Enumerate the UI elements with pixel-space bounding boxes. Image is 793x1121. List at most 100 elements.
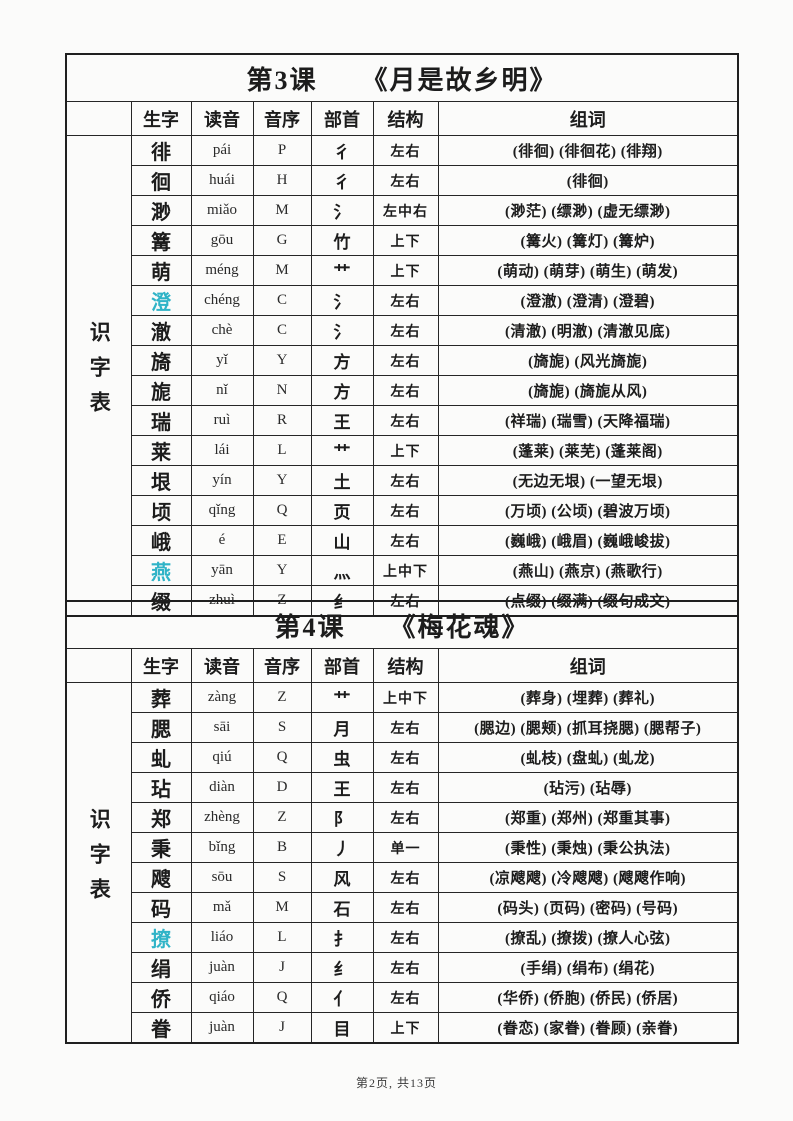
table-row: 峨 é E 山 左右 (巍峨) (峨眉) (巍峨峻拔) <box>66 525 739 556</box>
lesson-number: 第4课 <box>274 612 346 642</box>
structure-cell: 左右 <box>372 285 439 316</box>
initial-cell: Q <box>252 982 312 1013</box>
character-cell: 澈 <box>130 315 192 346</box>
table-row: 侨 qiáo Q 亻 左右 (华侨) (侨胞) (侨民) (侨居) <box>66 982 739 1013</box>
header-initial: 音序 <box>252 648 312 683</box>
words-cell: (郑重) (郑州) (郑重其事) <box>437 802 739 833</box>
header-character: 生字 <box>130 648 192 683</box>
header-initial: 音序 <box>252 101 312 136</box>
pinyin-cell: pái <box>190 135 254 166</box>
radical-cell: 氵 <box>310 315 374 346</box>
initial-cell: N <box>252 375 312 406</box>
words-cell: (秉性) (秉烛) (秉公执法) <box>437 832 739 863</box>
table-header-row: 生字 读音 音序 部首 结构 组词 <box>65 648 739 683</box>
lesson-number: 第3课 <box>246 65 318 95</box>
radical-cell: 扌 <box>310 922 374 953</box>
structure-cell: 左中右 <box>372 195 439 226</box>
pinyin-cell: qiáo <box>190 982 254 1013</box>
table-row: 篝 gōu G 竹 上下 (篝火) (篝灯) (篝炉) <box>66 225 739 256</box>
pinyin-cell: chè <box>190 315 254 346</box>
structure-cell: 左右 <box>372 135 439 166</box>
structure-cell: 左右 <box>372 165 439 196</box>
initial-cell: B <box>252 832 312 863</box>
header-radical: 部首 <box>310 101 374 136</box>
radical-cell: 艹 <box>310 435 374 466</box>
table-row: 绢 juàn J 纟 左右 (手绢) (绢布) (绢花) <box>66 952 739 983</box>
initial-cell: R <box>252 405 312 436</box>
words-cell: (澄澈) (澄清) (澄碧) <box>437 285 739 316</box>
words-cell: (燕山) (燕京) (燕歌行) <box>437 555 739 586</box>
initial-cell: S <box>252 712 312 743</box>
page-number-footer: 第2页, 共13页 <box>355 1076 437 1090</box>
words-cell: (徘徊) <box>437 165 739 196</box>
table-row: 徊 huái H 彳 左右 (徘徊) <box>66 165 739 196</box>
character-cell: 葬 <box>130 682 192 713</box>
pinyin-cell: mǎ <box>190 892 254 923</box>
initial-cell: C <box>252 315 312 346</box>
words-cell: (渺茫) (缥渺) (虚无缥渺) <box>437 195 739 226</box>
structure-cell: 左右 <box>372 712 439 743</box>
structure-cell: 左右 <box>372 772 439 803</box>
radical-cell: 页 <box>310 495 374 526</box>
pinyin-cell: bǐng <box>190 832 254 863</box>
radical-cell: 石 <box>310 892 374 923</box>
table-row: 撩 liáo L 扌 左右 (撩乱) (撩拨) (撩人心弦) <box>66 922 739 953</box>
character-cell: 垠 <box>130 465 192 496</box>
initial-cell: L <box>252 922 312 953</box>
pinyin-cell: miǎo <box>190 195 254 226</box>
structure-cell: 左右 <box>372 375 439 406</box>
structure-cell: 单一 <box>372 832 439 863</box>
lesson-book-title: 《梅花魂》 <box>389 612 530 642</box>
table-title: 第4课 《梅花魂》 <box>65 600 739 649</box>
character-cell: 撩 <box>130 922 192 953</box>
initial-cell: Y <box>252 555 312 586</box>
character-cell: 虬 <box>130 742 192 773</box>
initial-cell: D <box>252 772 312 803</box>
radical-cell: 彳 <box>310 165 374 196</box>
table-row: 萌 méng M 艹 上下 (萌动) (萌芽) (萌生) (萌发) <box>66 255 739 286</box>
table-row: 莱 lái L 艹 上下 (蓬莱) (莱芜) (蓬莱阁) <box>66 435 739 466</box>
radical-cell: 艹 <box>310 255 374 286</box>
lesson-3-table: 第3课 《月是故乡明》 生字 读音 音序 部首 结构 组词 识字表 徘 pái P… <box>65 53 739 617</box>
character-cell: 腮 <box>130 712 192 743</box>
character-cell: 徘 <box>130 135 192 166</box>
pinyin-cell: ruì <box>190 405 254 436</box>
structure-cell: 上下 <box>372 1012 439 1044</box>
table-row: 旎 nǐ N 方 左右 (旖旎) (旖旎从风) <box>66 375 739 406</box>
header-structure: 结构 <box>372 101 439 136</box>
pinyin-cell: liáo <box>190 922 254 953</box>
initial-cell: J <box>252 952 312 983</box>
radical-cell: 风 <box>310 862 374 893</box>
words-cell: (葬身) (埋葬) (葬礼) <box>437 682 739 713</box>
character-cell: 绢 <box>130 952 192 983</box>
radical-cell: 目 <box>310 1012 374 1044</box>
table-row: 顷 qǐng Q 页 左右 (万顷) (公顷) (碧波万顷) <box>66 495 739 526</box>
pinyin-cell: qiú <box>190 742 254 773</box>
character-cell: 徊 <box>130 165 192 196</box>
words-cell: (旖旎) (风光旖旎) <box>437 345 739 376</box>
pinyin-cell: huái <box>190 165 254 196</box>
pinyin-cell: zàng <box>190 682 254 713</box>
words-cell: (徘徊) (徘徊花) (徘翔) <box>437 135 739 166</box>
pinyin-cell: gōu <box>190 225 254 256</box>
character-cell: 旖 <box>130 345 192 376</box>
structure-cell: 左右 <box>372 802 439 833</box>
radical-cell: 王 <box>310 405 374 436</box>
character-cell: 码 <box>130 892 192 923</box>
table-row: 旖 yǐ Y 方 左右 (旖旎) (风光旖旎) <box>66 345 739 376</box>
words-cell: (码头) (页码) (密码) (号码) <box>437 892 739 923</box>
words-cell: (腮边) (腮颊) (抓耳挠腮) (腮帮子) <box>437 712 739 743</box>
radical-cell: 王 <box>310 772 374 803</box>
character-cell: 飕 <box>130 862 192 893</box>
initial-cell: M <box>252 255 312 286</box>
words-cell: (虬枝) (盘虬) (虬龙) <box>437 742 739 773</box>
radical-cell: 方 <box>310 375 374 406</box>
header-words: 组词 <box>437 101 739 136</box>
pinyin-cell: yān <box>190 555 254 586</box>
character-cell: 萌 <box>130 255 192 286</box>
words-cell: (清澈) (明澈) (清澈见底) <box>437 315 739 346</box>
pinyin-cell: zhèng <box>190 802 254 833</box>
initial-cell: L <box>252 435 312 466</box>
pinyin-cell: sōu <box>190 862 254 893</box>
